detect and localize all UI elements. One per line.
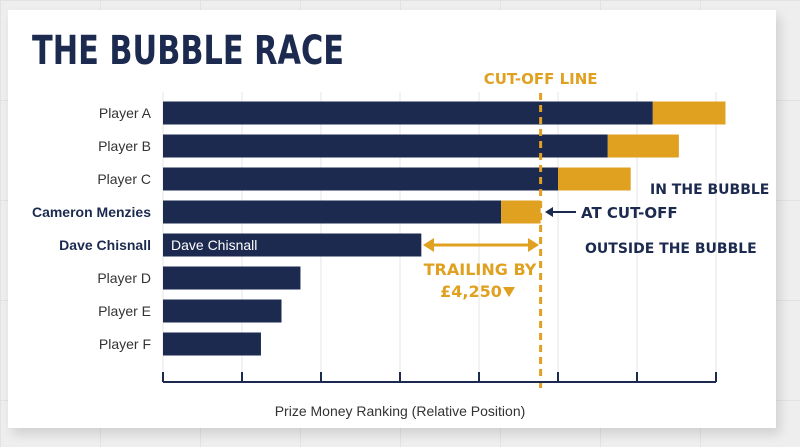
category-label: Cameron Menzies (32, 204, 151, 220)
category-label: Player A (99, 105, 152, 121)
trailing-label-line2: £4,250 (440, 282, 502, 301)
in-bubble-label: IN THE BUBBLE (650, 182, 769, 198)
bar-main (163, 332, 261, 356)
bar-bubble-segment (607, 134, 679, 158)
category-label: Player C (97, 171, 151, 187)
category-labels: Player A Player B Player C Cameron Menzies D… (32, 105, 152, 352)
bar-inner-label: Dave Chisnall (171, 237, 257, 253)
bar-main (163, 134, 608, 158)
at-cutoff-label: AT CUT-OFF (581, 204, 678, 222)
bars: Dave Chisnall (163, 101, 726, 356)
category-label: Player B (98, 138, 151, 154)
category-label: Player E (98, 303, 151, 319)
category-label: Dave Chisnall (59, 237, 151, 253)
bar-bubble-segment (501, 200, 541, 224)
trailing-down-triangle (503, 287, 515, 297)
trailing-arrow (423, 238, 539, 252)
bar-main (163, 200, 502, 224)
outside-bubble-label: OUTSIDE THE BUBBLE (585, 241, 757, 257)
chart-title: THE BUBBLE RACE (32, 28, 344, 74)
category-label: Player F (99, 336, 151, 352)
bar-main (163, 167, 558, 191)
at-cutoff-arrow (545, 207, 576, 217)
bar-main (163, 266, 301, 290)
bar-bubble-segment (652, 101, 726, 125)
cutoff-label: CUT-OFF LINE (484, 70, 598, 88)
annotations: IN THE BUBBLE OUTSIDE THE BUBBLE AT CUT-… (423, 182, 769, 301)
bar-main (163, 299, 282, 323)
bar-main (163, 101, 653, 125)
cutoff-group: CUT-OFF LINE (484, 70, 598, 392)
x-axis (162, 372, 717, 383)
category-label: Player D (97, 270, 151, 286)
x-axis-label: Prize Money Ranking (Relative Position) (275, 403, 526, 419)
trailing-label-line1: TRAILING BY (424, 260, 537, 279)
bar-main (163, 233, 422, 257)
bar-bubble-segment (558, 167, 631, 191)
